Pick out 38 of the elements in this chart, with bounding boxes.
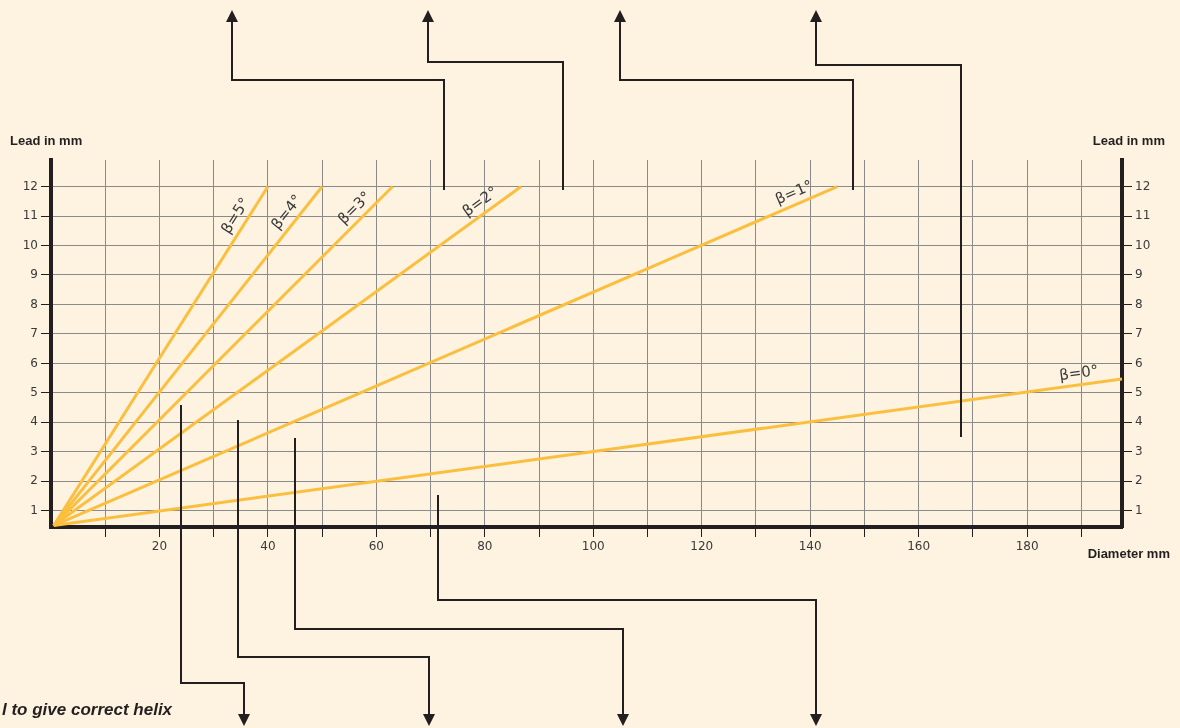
x-tick-label: 80 bbox=[477, 539, 493, 554]
x-axis-title: Diameter mm bbox=[1087, 546, 1170, 561]
y-tick-label: 5 bbox=[30, 385, 38, 399]
y-tick-label: 3 bbox=[30, 443, 38, 458]
y-tick-label: 7 bbox=[30, 326, 38, 341]
y-tick-label: 10 bbox=[22, 237, 38, 252]
y2-tick-label: 5 bbox=[1135, 385, 1143, 399]
y-tick-label: 12 bbox=[22, 178, 38, 193]
x-tick-label: 60 bbox=[368, 539, 385, 554]
y2-tick-label: 6 bbox=[1135, 355, 1143, 370]
y-tick-label: 8 bbox=[30, 296, 38, 311]
x-tick-label: 140 bbox=[798, 539, 822, 554]
y2-tick-label: 9 bbox=[1135, 267, 1143, 282]
x-tick-label: 160 bbox=[907, 539, 931, 554]
y2-tick-label: 7 bbox=[1135, 326, 1143, 341]
x-tick-label: 180 bbox=[1015, 539, 1039, 554]
y2-tick-label: 2 bbox=[1135, 473, 1143, 488]
y-tick-label: 9 bbox=[30, 267, 38, 282]
y2-tick-label: 1 bbox=[1135, 502, 1143, 517]
y-tick-label: 1 bbox=[30, 502, 38, 517]
text: β=0° bbox=[1058, 361, 1100, 385]
y-tick-label: 4 bbox=[30, 414, 38, 429]
x-tick-label: 20 bbox=[151, 539, 168, 554]
y-axis-title: Lead in mm bbox=[10, 133, 83, 148]
y-tick-label: 6 bbox=[30, 355, 38, 370]
x-tick-label: 120 bbox=[690, 539, 714, 554]
y2-tick-label: 11 bbox=[1135, 208, 1151, 223]
y-tick-label: 11 bbox=[22, 208, 38, 223]
y2-tick-label: 8 bbox=[1135, 296, 1143, 311]
y2-axis-title: Lead in mm bbox=[1092, 133, 1165, 148]
y2-tick-label: 4 bbox=[1135, 414, 1143, 429]
y-tick-label: 2 bbox=[30, 473, 38, 488]
y2-tick-label: 3 bbox=[1135, 443, 1143, 458]
y2-tick-label: 10 bbox=[1135, 237, 1151, 252]
x-tick-label: 100 bbox=[581, 539, 605, 554]
y2-tick-label: 12 bbox=[1135, 178, 1151, 193]
x-tick-label: 40 bbox=[260, 539, 276, 554]
text: l to give correct helix bbox=[2, 700, 173, 720]
